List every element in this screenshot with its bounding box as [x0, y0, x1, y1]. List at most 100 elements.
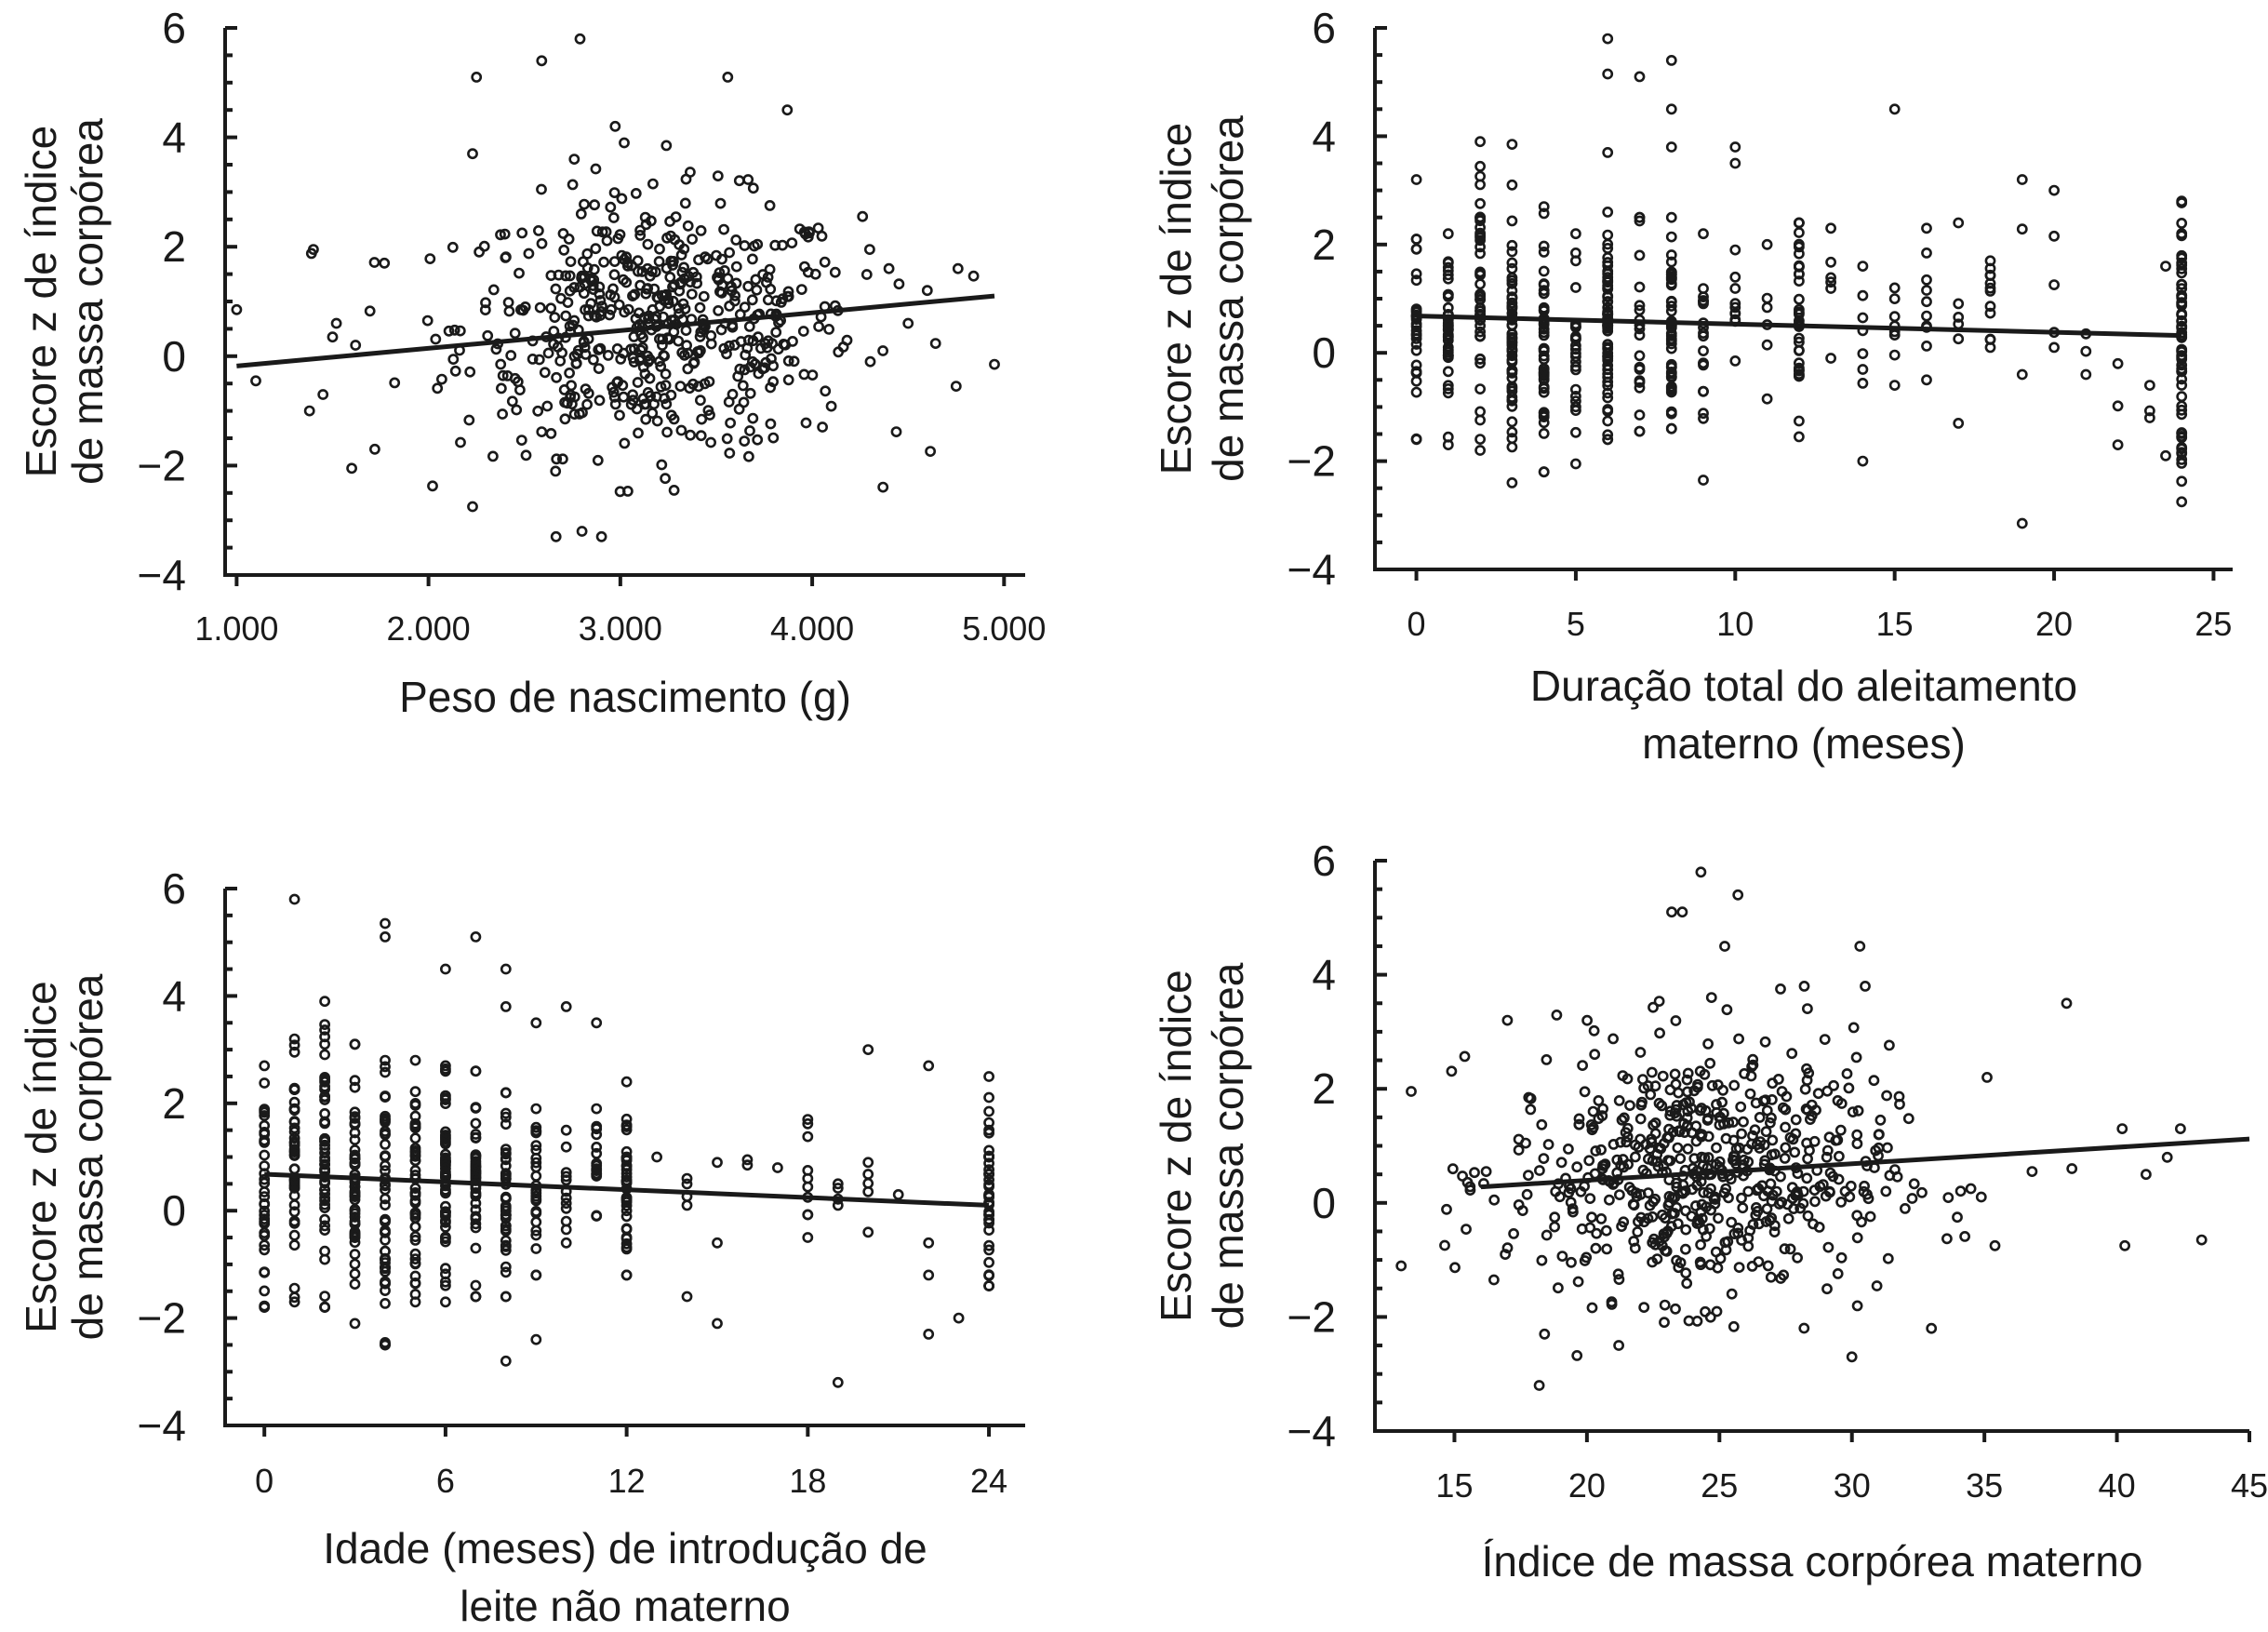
scatter-point — [862, 1185, 874, 1197]
x-tick-label: 20 — [2035, 605, 2073, 643]
scatter-point — [470, 1102, 482, 1113]
scatter-point — [620, 251, 633, 263]
scatter-point — [1759, 1036, 1771, 1048]
scatter-point — [676, 266, 688, 278]
scatter-point — [447, 354, 460, 365]
scatter-point — [698, 290, 710, 302]
scatter-point — [1698, 345, 1709, 356]
scatter-point — [560, 270, 571, 282]
scatter-point — [620, 1237, 633, 1250]
scatter-point — [1984, 270, 1996, 281]
scatter-point — [627, 395, 639, 406]
scatter-point — [380, 1150, 391, 1161]
scatter-point — [1762, 1260, 1774, 1272]
scatter-point — [716, 253, 727, 265]
scatter-point — [2176, 441, 2188, 453]
scatter-point — [259, 1266, 271, 1278]
scatter-point — [1474, 241, 1486, 253]
scatter-point — [500, 1291, 512, 1303]
scatter-point — [1665, 408, 1677, 420]
scatter-point — [1942, 1192, 1954, 1203]
scatter-point — [820, 385, 832, 397]
scatter-point — [1754, 1136, 1767, 1147]
scatter-point — [1825, 222, 1836, 234]
scatter-point — [288, 1149, 300, 1160]
scatter-point — [902, 317, 914, 329]
scatter-point — [705, 436, 716, 448]
scatter-point — [1732, 889, 1744, 901]
y-tick-label: −4 — [138, 551, 186, 599]
scatter-point — [1506, 215, 1518, 227]
scatter-point — [1981, 1072, 1993, 1083]
scatter-point — [1888, 329, 1901, 341]
y-tick-label: −2 — [1287, 437, 1336, 486]
scatter-point — [1789, 1146, 1801, 1158]
scatter-point — [319, 1019, 330, 1030]
x-tick-label: 15 — [1876, 605, 1914, 643]
scatter-point — [409, 1150, 421, 1162]
scatter-point — [2119, 1239, 2130, 1251]
x-tick-label: 5.000 — [962, 609, 1046, 648]
scatter-point — [1506, 426, 1518, 438]
scatter-point — [722, 72, 734, 83]
scatter-point — [288, 1132, 300, 1144]
scatter-point — [1439, 1239, 1450, 1251]
scatter-point — [1794, 303, 1805, 315]
scatter-point — [2016, 223, 2028, 235]
scatter-point — [1474, 330, 1486, 342]
scatter-point — [1570, 330, 1581, 342]
scatter-point — [983, 1151, 994, 1163]
scatter-point — [2176, 289, 2188, 301]
scatter-point — [1573, 1113, 1585, 1125]
scatter-point — [514, 267, 525, 279]
scatter-point — [1834, 1124, 1847, 1136]
scatter-point — [288, 1206, 300, 1218]
x-tick-label: 1.000 — [194, 609, 278, 648]
scatter-point — [861, 269, 873, 280]
x-tick-label: 35 — [1966, 1466, 2003, 1505]
scatter-point — [644, 354, 656, 366]
scatter-point — [1636, 1096, 1648, 1108]
scatter-point — [742, 174, 754, 185]
scatter-point — [1784, 1243, 1796, 1255]
scatter-point — [319, 1198, 330, 1211]
scatter-point — [1570, 247, 1581, 259]
scatter-point — [1590, 1242, 1602, 1254]
scatter-point — [536, 426, 548, 437]
scatter-point — [967, 270, 980, 282]
scatter-point — [983, 1209, 994, 1221]
scatter-point — [1729, 307, 1741, 319]
scatter-point — [1446, 1065, 1458, 1077]
scatter-point — [1850, 1051, 1862, 1063]
scatter-point — [1736, 1128, 1747, 1140]
scatter-point — [696, 413, 708, 425]
scatter-point — [590, 163, 602, 175]
scatter-point — [2016, 517, 2028, 529]
scatter-point — [819, 256, 831, 268]
scatter-point — [479, 304, 491, 315]
scatter-point — [470, 1188, 482, 1199]
scatter-point — [1539, 1328, 1551, 1340]
scatter-point — [439, 1148, 451, 1160]
scatter-point — [470, 931, 482, 943]
scatter-point — [500, 963, 512, 975]
scatter-point — [1410, 174, 1422, 185]
scatter-point — [782, 354, 794, 367]
scatter-point — [1665, 266, 1677, 278]
scatter-point — [575, 207, 587, 220]
scatter-point — [1474, 434, 1486, 445]
scatter-point — [620, 1124, 633, 1136]
scatter-point — [1714, 1156, 1726, 1168]
scatter-point — [741, 1159, 754, 1171]
scatter-point — [1447, 1163, 1459, 1175]
scatter-point — [1593, 1095, 1605, 1106]
scatter-point — [1654, 1027, 1665, 1039]
scatter-point — [585, 298, 597, 310]
scatter-point — [1686, 1103, 1697, 1114]
scatter-point — [607, 386, 620, 398]
scatter-point — [470, 1222, 482, 1234]
scatter-point — [619, 137, 630, 149]
scatter-point — [721, 348, 732, 360]
scatter-point — [349, 1081, 361, 1093]
scatter-point — [1984, 301, 1996, 313]
